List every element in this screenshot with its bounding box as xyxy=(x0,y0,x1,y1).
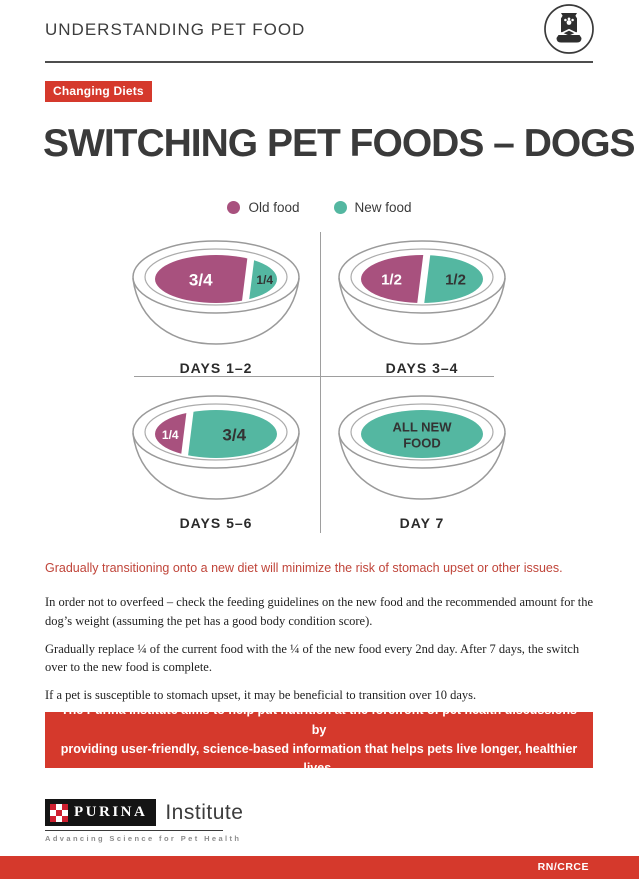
old-food-dot-icon xyxy=(227,201,241,214)
bowl-graphic: 1/4 3/4 xyxy=(126,392,306,509)
pet-food-bag-bowl-icon xyxy=(543,3,595,55)
purina-institute-logo: PURINA Institute Advancing Science for P… xyxy=(45,799,245,843)
bowl-graphic: ALL NEW FOOD xyxy=(332,392,512,509)
bowl-graphic: 3/4 1/4 xyxy=(126,237,306,354)
purina-logo-box: PURINA xyxy=(45,799,157,826)
new-food-dot-icon xyxy=(333,201,347,214)
footer-bar: RN/CRCE xyxy=(0,856,639,879)
bowl-label: DAYS 1–2 xyxy=(179,360,253,376)
bowl-days-3-4: 1/2 1/2 DAYS 3–4 xyxy=(332,237,512,376)
purina-checkerboard-icon xyxy=(50,803,68,822)
svg-text:1/2: 1/2 xyxy=(445,272,466,289)
body-text: In order not to overfeed – check the fee… xyxy=(45,593,597,714)
grid-vertical-divider xyxy=(320,232,321,533)
legend: Old food New food xyxy=(0,200,639,215)
brand-name: PURINA xyxy=(74,804,148,820)
svg-text:FOOD: FOOD xyxy=(403,436,441,451)
footer-code: RN/CRCE xyxy=(537,861,589,873)
bowl-days-1-2: 3/4 1/4 DAYS 1–2 xyxy=(126,237,306,376)
paragraph: Gradually replace ¼ of the current food … xyxy=(45,641,580,675)
paragraph: In order not to overfeed – check the fee… xyxy=(45,595,594,628)
paragraph: If a pet is susceptible to stomach upset… xyxy=(45,688,477,702)
legend-item-old-food: Old food xyxy=(227,200,300,215)
bowl-label: DAY 7 xyxy=(399,515,445,531)
info-box-line: The Purina Institute aims to help put nu… xyxy=(61,703,577,737)
page-title: SWITCHING PET FOODS – DOGS xyxy=(43,122,636,165)
svg-text:3/4: 3/4 xyxy=(222,426,246,445)
section-badge: Changing Diets xyxy=(45,81,152,102)
svg-text:1/4: 1/4 xyxy=(162,428,179,442)
svg-text:3/4: 3/4 xyxy=(189,271,213,290)
bowl-days-5-6: 1/4 3/4 DAYS 5–6 xyxy=(126,392,306,531)
logo-divider xyxy=(45,830,223,831)
bowl-graphic: 1/2 1/2 xyxy=(332,237,512,354)
header-title: UNDERSTANDING PET FOOD xyxy=(45,20,306,39)
svg-text:1/4: 1/4 xyxy=(256,273,273,287)
svg-text:1/2: 1/2 xyxy=(381,272,402,289)
logo-tagline: Advancing Science for Pet Health xyxy=(45,834,242,843)
legend-item-new-food: New food xyxy=(333,200,412,215)
bowl-label: DAYS 3–4 xyxy=(385,360,459,376)
info-box-line: providing user-friendly, science-based i… xyxy=(60,742,578,776)
grid-horizontal-divider xyxy=(134,376,494,377)
purina-institute-info-box: The Purina Institute aims to help put nu… xyxy=(45,703,593,775)
highlight-sentence: Gradually transitioning onto a new diet … xyxy=(45,561,563,575)
brand-suffix: Institute xyxy=(165,800,244,824)
header-divider xyxy=(45,61,593,63)
bowl-label: DAYS 5–6 xyxy=(179,515,253,531)
svg-text:ALL NEW: ALL NEW xyxy=(393,420,453,435)
legend-label: Old food xyxy=(248,200,300,215)
legend-label: New food xyxy=(354,200,412,215)
bowl-day-7: ALL NEW FOOD DAY 7 xyxy=(332,392,512,531)
bowl-diagram-grid: 3/4 1/4 DAYS 1–2 1/2 1/2 DAYS 3–4 1/4 3/4 D… xyxy=(0,225,639,537)
